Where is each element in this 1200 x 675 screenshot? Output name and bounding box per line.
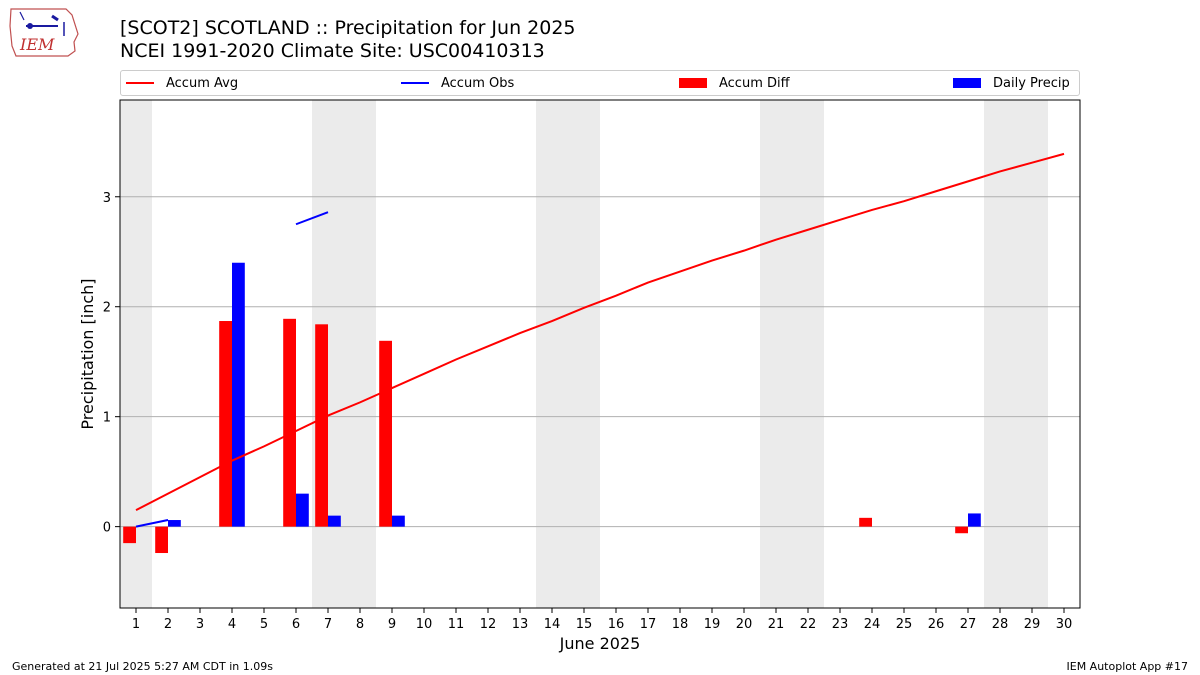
bar-accum-diff-day-6 — [283, 318, 296, 527]
x-tick-label-21: 21 — [768, 617, 785, 632]
weekend-shade-28 — [984, 100, 1016, 608]
x-tick-label-13: 13 — [512, 617, 529, 632]
x-tick-label-24: 24 — [864, 617, 881, 632]
app-credit: IEM Autoplot App #17 — [1066, 660, 1189, 673]
x-tick-label-4: 4 — [228, 617, 236, 632]
x-tick-label-5: 5 — [260, 617, 268, 632]
bar-accum-diff-day-27 — [955, 526, 968, 534]
x-tick-label-22: 22 — [800, 617, 817, 632]
line-accum-obs-segment-2 — [295, 211, 329, 226]
legend-label-daily-precip: Daily Precip — [993, 75, 1070, 91]
bar-accum-diff-day-7 — [315, 324, 328, 527]
x-tick-label-18: 18 — [672, 617, 689, 632]
x-tick-label-20: 20 — [736, 617, 753, 632]
y-tick-label-3: 3 — [103, 191, 111, 206]
weekend-shade-14 — [536, 100, 568, 608]
bar-daily-precip-day-2 — [168, 520, 181, 527]
x-tick-label-10: 10 — [416, 617, 433, 632]
x-axis-label: June 2025 — [559, 634, 641, 653]
legend-item-accum-avg: Accum Avg — [126, 71, 238, 95]
x-tick-label-7: 7 — [324, 617, 332, 632]
chart-subtitle: NCEI 1991-2020 Climate Site: USC00410313 — [120, 40, 545, 62]
x-tick-label-11: 11 — [448, 617, 465, 632]
x-tick-label-25: 25 — [896, 617, 913, 632]
bar-accum-diff-day-24 — [859, 517, 872, 527]
bar-accum-diff-day-2 — [155, 526, 168, 554]
x-tick-label-2: 2 — [164, 617, 172, 632]
line-accum-obs-segment-1 — [135, 519, 169, 528]
legend-swatch-daily-precip — [953, 78, 981, 88]
bar-accum-diff-day-1 — [123, 526, 136, 544]
x-tick-label-28: 28 — [992, 617, 1009, 632]
y-tick-label-1: 1 — [103, 411, 111, 426]
bar-daily-precip-day-7 — [328, 515, 341, 527]
legend-swatch-accum-obs — [401, 82, 429, 84]
legend-label-accum-avg: Accum Avg — [166, 75, 239, 91]
line-accum-avg — [135, 152, 1065, 512]
weekend-shade-8 — [344, 100, 376, 608]
iem-logo: IEM — [8, 6, 82, 60]
bar-accum-diff-day-9 — [379, 340, 392, 527]
bar-daily-precip-day-6 — [296, 493, 309, 527]
x-tick-label-19: 19 — [704, 617, 721, 632]
x-tick-label-14: 14 — [544, 617, 561, 632]
y-axis-label: Precipitation [inch] — [78, 278, 97, 429]
x-tick-label-23: 23 — [832, 617, 849, 632]
legend-swatch-accum-avg — [126, 82, 154, 84]
legend-label-accum-obs: Accum Obs — [441, 75, 515, 91]
chart-title: [SCOT2] SCOTLAND :: Precipitation for Ju… — [120, 17, 576, 39]
bar-daily-precip-day-27 — [968, 513, 981, 527]
plot-frame — [119, 99, 1081, 609]
x-tick-label-8: 8 — [356, 617, 364, 632]
bar-daily-precip-day-4 — [232, 262, 245, 527]
weekend-shade-22 — [792, 100, 824, 608]
x-tick-label-3: 3 — [196, 617, 204, 632]
x-tick-label-29: 29 — [1024, 617, 1041, 632]
generated-timestamp: Generated at 21 Jul 2025 5:27 AM CDT in … — [12, 660, 273, 673]
weekend-shade-29 — [1016, 100, 1048, 608]
x-tick-label-30: 30 — [1056, 617, 1073, 632]
x-tick-label-6: 6 — [292, 617, 300, 632]
weekend-shade-21 — [760, 100, 792, 608]
legend-item-daily-precip: Daily Precip — [953, 71, 1070, 95]
bar-accum-diff-day-4 — [219, 321, 232, 527]
x-tick-label-27: 27 — [960, 617, 977, 632]
bar-daily-precip-day-9 — [392, 515, 405, 527]
x-tick-label-17: 17 — [640, 617, 657, 632]
weekend-shade-15 — [568, 100, 600, 608]
legend-item-accum-diff: Accum Diff — [679, 71, 790, 95]
x-tick-label-16: 16 — [608, 617, 625, 632]
weekend-shade-1 — [120, 100, 152, 608]
x-tick-label-1: 1 — [132, 617, 140, 632]
x-tick-label-26: 26 — [928, 617, 945, 632]
legend: Accum Avg Accum Obs Accum Diff Daily Pre… — [120, 70, 1080, 96]
legend-item-accum-obs: Accum Obs — [401, 71, 514, 95]
y-tick-label-0: 0 — [103, 521, 111, 536]
x-tick-label-9: 9 — [388, 617, 396, 632]
svg-text:IEM: IEM — [19, 35, 55, 54]
legend-label-accum-diff: Accum Diff — [719, 75, 790, 91]
y-tick-label-2: 2 — [103, 301, 111, 316]
x-tick-label-12: 12 — [480, 617, 497, 632]
x-tick-label-15: 15 — [576, 617, 593, 632]
legend-swatch-accum-diff — [679, 78, 707, 88]
